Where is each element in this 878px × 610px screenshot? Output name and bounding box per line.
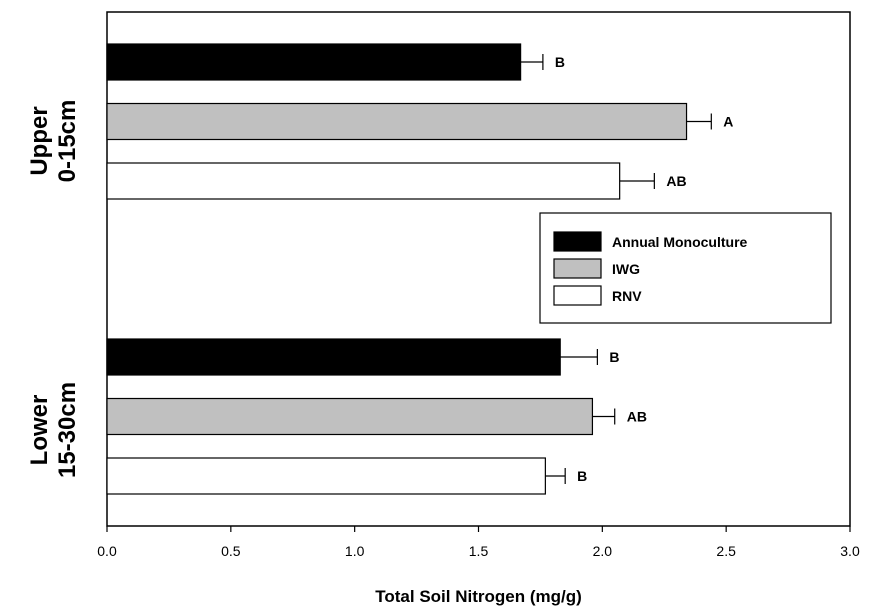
bar [106, 102, 688, 141]
significance-letter: AB [627, 409, 647, 425]
legend-label: RNV [612, 288, 642, 304]
significance-letter: B [577, 468, 587, 484]
legend-label: IWG [612, 261, 640, 277]
x-tick-label: 3.0 [840, 543, 860, 559]
group-label: Upper0-15cm [26, 100, 81, 183]
x-tick-label: 1.5 [469, 543, 489, 559]
group-label-line1: Lower [26, 395, 53, 466]
significance-letter: B [555, 54, 565, 70]
group-label-line1: Upper [26, 106, 53, 175]
legend-swatch [553, 258, 602, 279]
bar [106, 43, 522, 81]
x-tick-label: 0.0 [97, 543, 117, 559]
significance-letter: A [723, 114, 733, 130]
group-label-line2: 0-15cm [54, 100, 81, 183]
significance-letter: AB [666, 173, 686, 189]
x-axis-ticks: 0.0 0.5 1.0 1.5 2.0 2.5 3.0 [97, 526, 860, 559]
group-labels: Upper0-15cm Lower15-30cm [26, 100, 81, 478]
x-tick-label: 2.0 [593, 543, 613, 559]
bar [106, 397, 594, 436]
legend-swatch [553, 231, 602, 252]
group-label-line2: 15-30cm [54, 382, 81, 478]
x-tick-label: 1.0 [345, 543, 365, 559]
legend-label: Annual Monoculture [612, 234, 748, 250]
significance-letter: B [609, 349, 619, 365]
x-tick-label: 0.5 [221, 543, 241, 559]
group-label: Lower15-30cm [26, 382, 81, 478]
x-axis-title: Total Soil Nitrogen (mg/g) [375, 587, 582, 606]
bar [106, 457, 546, 495]
x-tick-label: 2.5 [716, 543, 736, 559]
legend: Annual Monoculture IWG RNV [539, 212, 832, 324]
bars: B B A AB AB B [106, 43, 733, 495]
legend-swatch [553, 285, 602, 306]
bar [106, 338, 561, 376]
bar [106, 162, 621, 200]
